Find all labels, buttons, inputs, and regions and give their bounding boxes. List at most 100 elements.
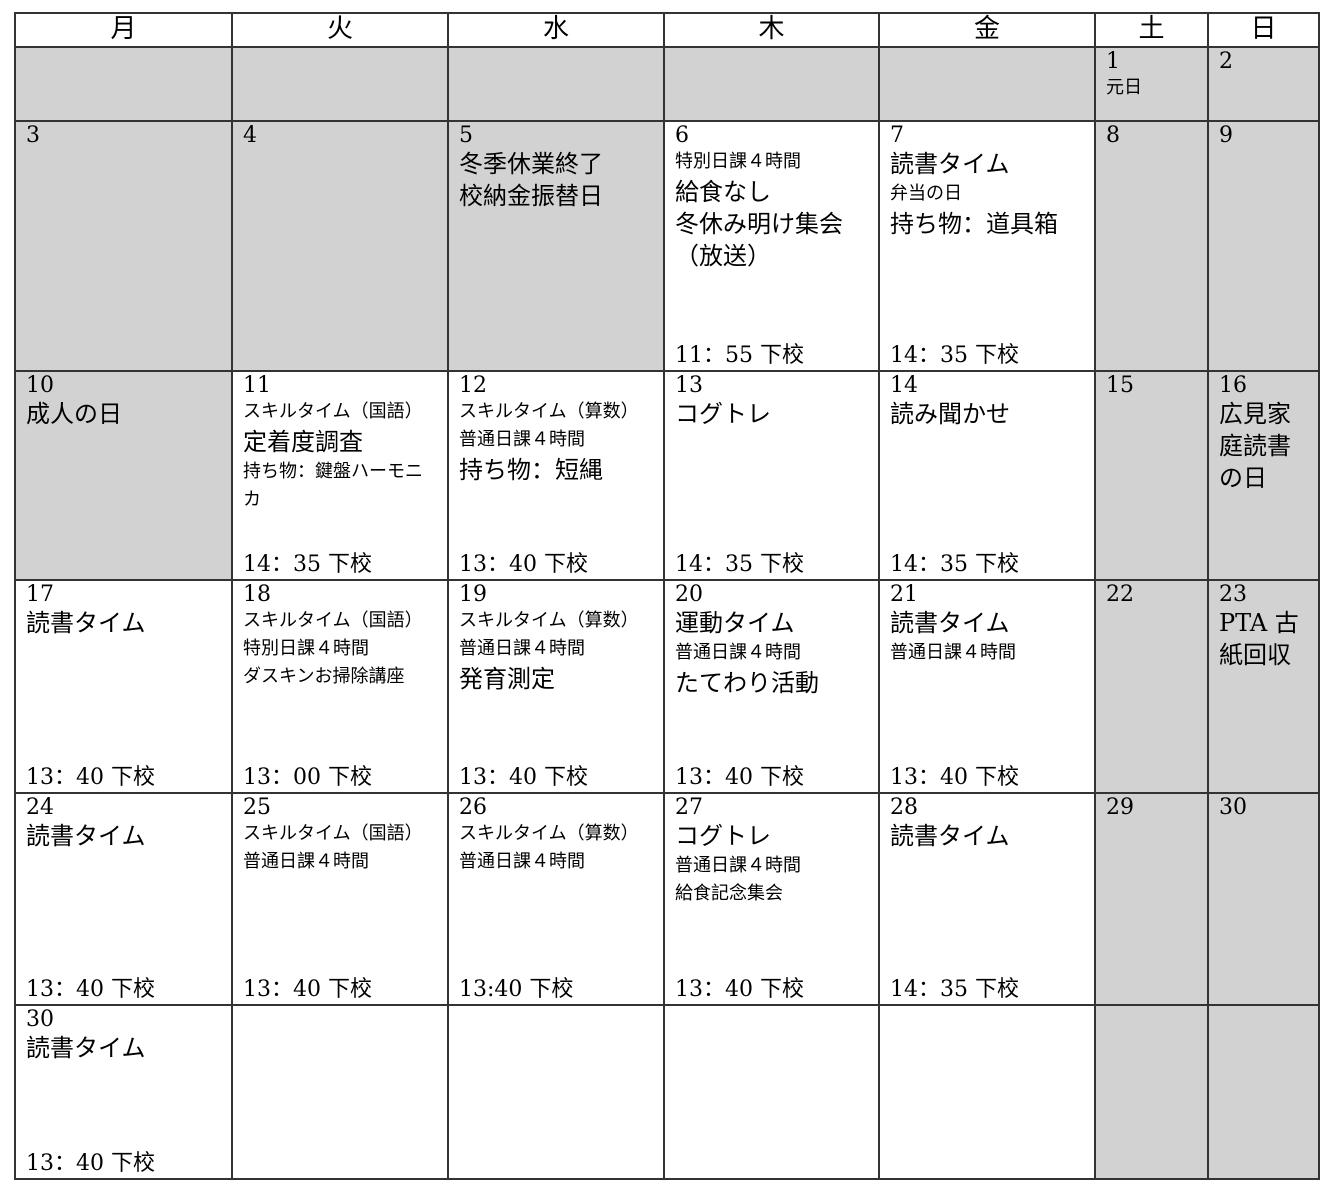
cell-content: 24 読書タイム 13：40 下校	[17, 795, 230, 1003]
day-cell: 25 スキルタイム（国語） 普通日課４時間 13：40 下校	[231, 792, 449, 1006]
date: 2	[1219, 49, 1233, 74]
day-cell: 3	[14, 120, 233, 372]
dismissal: 13:40 下校	[459, 977, 574, 1002]
dismissal: 14：35 下校	[890, 343, 1019, 368]
week-row: 24 読書タイム 13：40 下校 25 スキルタイム（国語） 普通日課４時間 13：40 …	[14, 792, 1320, 1006]
dismissal: 13：40 下校	[26, 1151, 155, 1176]
day-cell: 23 PTA 古紙回収	[1207, 579, 1320, 794]
day-cell: 17 読書タイム 13：40 下校	[14, 579, 233, 794]
week-row: 10 成人の日 11 スキルタイム（国語） 定着度調査 持ち物：鍵盤ハーモニカ 14：35 …	[14, 370, 1320, 581]
event: 広見家庭読書の日	[1219, 400, 1291, 492]
dismissal: 14：35 下校	[243, 552, 372, 577]
cell-content: 6 特別日課４時間 給食なし 冬休み明け集会（放送） 11：55 下校	[666, 123, 877, 369]
date: 11	[243, 373, 271, 398]
cell-content: 18 スキルタイム（国語） 特別日課４時間 ダスキンお掃除講座 13：00 下校	[234, 582, 446, 791]
day-cell	[231, 46, 449, 122]
event: 持ち物：鍵盤ハーモニカ	[243, 461, 423, 510]
header-row: 月火水木金土日	[14, 12, 1320, 48]
date: 21	[890, 582, 918, 607]
date: 29	[1106, 795, 1134, 820]
cell-content	[17, 49, 230, 119]
event: 特別日課４時間	[675, 151, 801, 172]
cell-content: 19 スキルタイム（算数） 普通日課４時間 発育測定 13：40 下校	[450, 582, 662, 791]
day-cell: 9	[1207, 120, 1320, 372]
event: スキルタイム（国語）	[243, 823, 423, 844]
day-cell: 26 スキルタイム（算数） 普通日課４時間 13:40 下校	[447, 792, 665, 1006]
event: 成人の日	[26, 400, 122, 428]
date: 3	[26, 123, 40, 148]
event: たてわり活動	[675, 669, 819, 697]
day-cell: 7 読書タイム弁当の日持ち物：道具箱 14：35 下校	[878, 120, 1096, 372]
day-cell: 27 コグトレ 普通日課４時間 給食記念集会 13：40 下校	[663, 792, 880, 1006]
dismissal: 13：40 下校	[243, 977, 372, 1002]
event: 読書タイム	[890, 150, 1010, 178]
calendar-body: 1 元日 2 3 4 5 冬季休業終了 校納金振替日 6 特別日課４時間 給食なし 冬休み明け集会（放…	[14, 46, 1320, 1180]
day-cell: 29	[1094, 792, 1209, 1006]
date: 14	[890, 373, 918, 398]
day-header: 水	[447, 12, 665, 48]
event: 読書タイム	[26, 609, 146, 637]
event: 冬季休業終了	[459, 150, 603, 178]
day-cell: 22	[1094, 579, 1209, 794]
week-row: 30 読書タイム 13：40 下校	[14, 1004, 1320, 1180]
date: 25	[243, 795, 271, 820]
date: 6	[675, 123, 689, 148]
cell-content: 26 スキルタイム（算数） 普通日課４時間 13:40 下校	[450, 795, 662, 1003]
date: 4	[243, 123, 257, 148]
day-cell	[1094, 1004, 1209, 1180]
cell-content	[1210, 1007, 1317, 1177]
dismissal: 13：40 下校	[26, 977, 155, 1002]
day-header: 日	[1207, 12, 1320, 48]
day-header: 月	[14, 12, 233, 48]
cell-content: 30	[1210, 795, 1317, 1003]
event: 普通日課４時間	[675, 642, 801, 663]
cell-content: 10 成人の日	[17, 373, 230, 578]
day-cell: 14 読み聞かせ 14：35 下校	[878, 370, 1096, 581]
day-cell: 19 スキルタイム（算数） 普通日課４時間 発育測定 13：40 下校	[447, 579, 665, 794]
event: スキルタイム（算数）	[459, 401, 639, 422]
cell-content: 4	[234, 123, 446, 369]
event: 持ち物：道具箱	[890, 210, 1058, 238]
date: 24	[26, 795, 54, 820]
event: 運動タイム	[675, 609, 795, 637]
cell-content: 14 読み聞かせ 14：35 下校	[881, 373, 1093, 578]
event: 普通日課４時間	[890, 642, 1016, 663]
date: 27	[675, 795, 703, 820]
event: 校納金振替日	[459, 182, 603, 210]
event: ダスキンお掃除講座	[243, 666, 405, 687]
event: 普通日課４時間	[459, 638, 585, 659]
day-cell: 13 コグトレ 14：35 下校	[663, 370, 880, 581]
day-cell: 10 成人の日	[14, 370, 233, 581]
day-cell: 1 元日	[1094, 46, 1209, 122]
event: 弁当の日	[890, 183, 962, 204]
date: 8	[1106, 123, 1120, 148]
event: 普通日課４時間	[243, 851, 369, 872]
day-cell: 28 読書タイム 14：35 下校	[878, 792, 1096, 1006]
cell-content: 27 コグトレ 普通日課４時間 給食記念集会 13：40 下校	[666, 795, 877, 1003]
day-cell: 2	[1207, 46, 1320, 122]
event: 普通日課４時間	[675, 855, 801, 876]
date: 9	[1219, 123, 1233, 148]
dismissal: 13：40 下校	[459, 552, 588, 577]
event: スキルタイム（算数）	[459, 610, 639, 631]
day-cell: 15	[1094, 370, 1209, 581]
event: 給食なし	[675, 178, 771, 206]
cell-content: 8	[1097, 123, 1206, 369]
day-header: 土	[1094, 12, 1209, 48]
cell-content: 7 読書タイム弁当の日持ち物：道具箱 14：35 下校	[881, 123, 1093, 369]
event: 普通日課４時間	[459, 851, 585, 872]
date: 12	[459, 373, 487, 398]
day-cell	[231, 1004, 449, 1180]
day-cell: 30	[1207, 792, 1320, 1006]
day-cell: 4	[231, 120, 449, 372]
day-cell: 18 スキルタイム（国語） 特別日課４時間 ダスキンお掃除講座 13：00 下校	[231, 579, 449, 794]
day-cell	[663, 1004, 880, 1180]
week-row: 1 元日 2	[14, 46, 1320, 122]
day-cell: 6 特別日課４時間 給食なし 冬休み明け集会（放送） 11：55 下校	[663, 120, 880, 372]
day-cell: 21 読書タイム 普通日課４時間 13：40 下校	[878, 579, 1096, 794]
cell-content: 29	[1097, 795, 1206, 1003]
date: 19	[459, 582, 487, 607]
event: 元日	[1106, 77, 1142, 98]
date: 7	[890, 123, 904, 148]
